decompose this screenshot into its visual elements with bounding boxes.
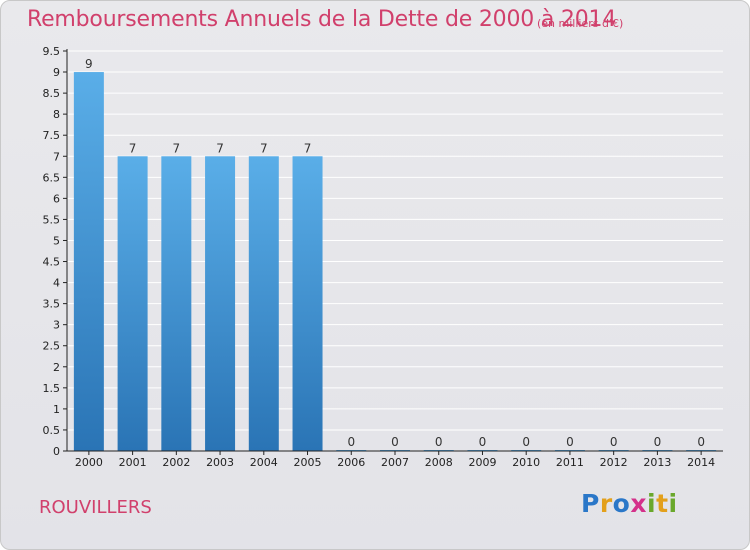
y-tick-labels: 0 0.5 1 1.5 2 2.5 3 3.5 4 4.5 5 5.5 6 6.5 7 7.5 8 8.5 9 9.5 bbox=[43, 45, 61, 458]
data-label: 0 bbox=[566, 435, 574, 449]
x-tick-label: 2008 bbox=[425, 456, 453, 469]
data-label: 7 bbox=[304, 141, 312, 155]
data-label: 7 bbox=[173, 141, 181, 155]
bar bbox=[161, 156, 192, 451]
y-tick-label: 3.5 bbox=[43, 298, 61, 311]
data-label: 0 bbox=[522, 435, 530, 449]
y-tick-label: 9 bbox=[53, 66, 60, 79]
bars bbox=[73, 72, 717, 451]
bar bbox=[117, 156, 148, 451]
data-label: 0 bbox=[610, 435, 618, 449]
y-tick-label: 4 bbox=[53, 277, 60, 290]
y-tick-label: 2.5 bbox=[43, 340, 61, 353]
bar bbox=[248, 156, 279, 451]
data-label: 0 bbox=[435, 435, 443, 449]
data-label: 7 bbox=[216, 141, 224, 155]
logo-letter: i bbox=[647, 489, 657, 518]
data-label: 0 bbox=[654, 435, 662, 449]
y-tick-label: 7.5 bbox=[43, 129, 61, 142]
y-tick-label: 1.5 bbox=[43, 382, 61, 395]
data-label: 0 bbox=[697, 435, 705, 449]
y-tick-label: 7 bbox=[53, 150, 60, 163]
axes bbox=[63, 49, 723, 455]
y-tick-label: 8.5 bbox=[43, 87, 61, 100]
chart-title: Remboursements Annuels de la Dette de 20… bbox=[27, 7, 617, 32]
bar bbox=[292, 156, 323, 451]
data-label: 7 bbox=[260, 141, 268, 155]
y-tick-label: 8 bbox=[53, 108, 60, 121]
x-tick-label: 2014 bbox=[687, 456, 715, 469]
y-tick-label: 0.5 bbox=[43, 424, 61, 437]
y-tick-label: 6 bbox=[53, 192, 60, 205]
y-tick-label: 5 bbox=[53, 234, 60, 247]
data-label: 9 bbox=[85, 57, 93, 71]
x-tick-label: 2004 bbox=[250, 456, 278, 469]
data-label: 0 bbox=[347, 435, 355, 449]
y-tick-label: 1 bbox=[53, 403, 60, 416]
y-tick-label: 5.5 bbox=[43, 213, 61, 226]
x-tick-label: 2000 bbox=[75, 456, 103, 469]
commune-name: ROUVILLERS bbox=[39, 497, 152, 518]
logo-letter: P bbox=[581, 489, 600, 518]
x-tick-label: 2010 bbox=[512, 456, 540, 469]
data-label: 0 bbox=[479, 435, 487, 449]
x-tick-label: 2005 bbox=[294, 456, 322, 469]
logo-letter: o bbox=[612, 489, 631, 518]
logo-letter: r bbox=[599, 489, 613, 518]
x-tick-label: 2006 bbox=[337, 456, 365, 469]
chart-subtitle: (en milliers d'€) bbox=[537, 17, 624, 30]
x-tick-label: 2002 bbox=[162, 456, 190, 469]
x-tick-label: 2003 bbox=[206, 456, 234, 469]
data-label: 7 bbox=[129, 141, 137, 155]
x-tick-label: 2001 bbox=[119, 456, 147, 469]
y-tick-label: 4.5 bbox=[43, 256, 61, 269]
y-tick-label: 3 bbox=[53, 319, 60, 332]
x-tick-label: 2012 bbox=[600, 456, 628, 469]
logo-letter: i bbox=[668, 489, 678, 518]
x-tick-label: 2011 bbox=[556, 456, 584, 469]
logo-letter: t bbox=[656, 489, 669, 518]
bar bbox=[205, 156, 236, 451]
y-tick-label: 0 bbox=[53, 445, 60, 458]
x-tick-label: 2009 bbox=[468, 456, 496, 469]
proxiti-logo: Proxiti bbox=[581, 489, 678, 518]
logo-letter: x bbox=[630, 489, 647, 518]
x-tick-label: 2013 bbox=[643, 456, 671, 469]
data-label: 0 bbox=[391, 435, 399, 449]
y-tick-label: 6.5 bbox=[43, 171, 61, 184]
y-tick-label: 2 bbox=[53, 361, 60, 374]
y-tick-label: 9.5 bbox=[43, 45, 61, 58]
x-tick-labels: 2000 2001 2002 2003 2004 2005 2006 2007 2008 2009… bbox=[75, 456, 715, 469]
x-tick-label: 2007 bbox=[381, 456, 409, 469]
data-labels: 9 7 7 7 7 7 0 0 0 0 0 0 0 0 0 bbox=[85, 57, 705, 449]
bar bbox=[73, 72, 104, 451]
